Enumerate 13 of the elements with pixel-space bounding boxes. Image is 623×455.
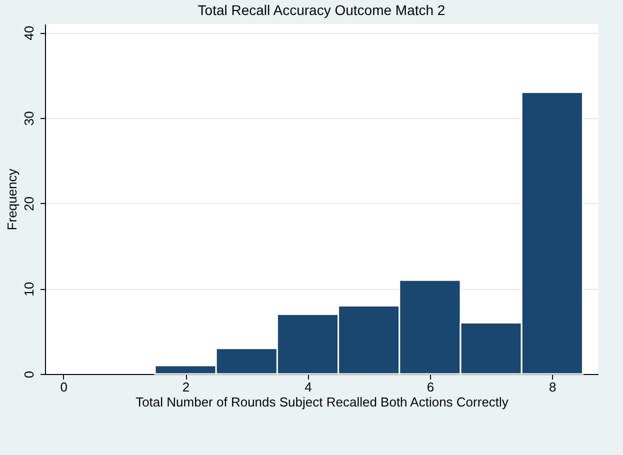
x-tick-label: 6: [426, 380, 434, 394]
y-tick-label: 0: [22, 370, 36, 378]
y-tick-label: 40: [22, 26, 36, 40]
x-axis-title: Total Number of Rounds Subject Recalled Both Actions Correctly: [136, 394, 509, 410]
x-tick-label: 2: [182, 380, 190, 394]
x-tick-label: 8: [549, 380, 556, 394]
x-tick-label: 0: [60, 380, 68, 394]
chart-title: Total Recall Accuracy Outcome Match 2: [198, 2, 446, 18]
y-tick-label: 20: [22, 196, 36, 212]
y-axis-title: Frequency: [4, 168, 20, 230]
x-tick-label: 4: [304, 380, 312, 394]
y-tick-label: 10: [22, 282, 36, 296]
y-tick-label: 30: [22, 111, 36, 126]
